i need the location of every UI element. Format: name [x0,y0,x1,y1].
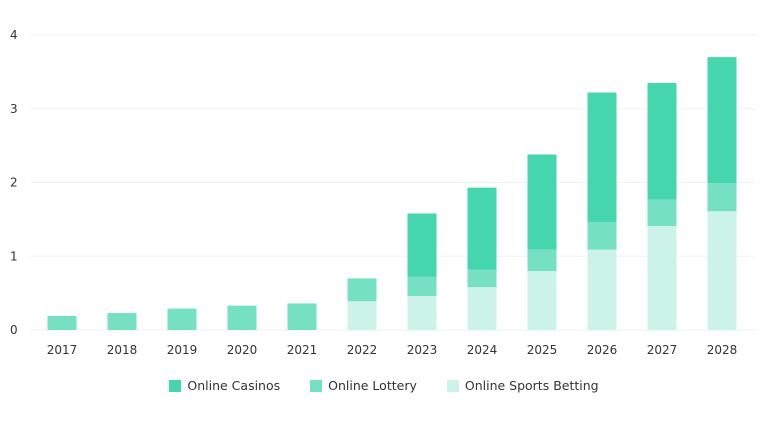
x-tick-label: 2024 [467,343,498,357]
bar-online-lottery-2022 [347,278,377,302]
bar-online-casinos-2024 [467,187,497,270]
bar-online-sports-betting-2028 [707,211,737,330]
bar-online-lottery-2021 [287,303,317,330]
bar-online-lottery-2020 [227,305,257,330]
bar-online-lottery-2017 [47,315,77,330]
bar-online-lottery-2027 [647,199,677,227]
bar-online-lottery-2028 [707,183,737,212]
bar-online-sports-betting-2024 [467,287,497,330]
x-tick-label: 2021 [287,343,318,357]
bar-online-lottery-2018 [107,313,137,330]
bar-online-sports-betting-2026 [587,249,617,330]
bar-online-lottery-2019 [167,308,197,330]
x-tick-label: 2028 [707,343,738,357]
x-tick-label: 2017 [47,343,78,357]
x-tick-label: 2025 [527,343,558,357]
legend-item[interactable]: Online Sports Betting [446,378,599,393]
bar-online-lottery-2026 [587,222,617,250]
chart-legend: Online Casinos Online Lottery Online Sport… [0,378,768,393]
legend-swatch [446,379,459,392]
bar-online-lottery-2024 [467,269,497,288]
legend-label: Online Sports Betting [464,378,599,393]
bar-online-casinos-2026 [587,92,617,223]
bar-online-casinos-2027 [647,82,677,200]
x-tick-label: 2023 [407,343,438,357]
bar-online-casinos-2023 [407,213,437,277]
y-tick-label: 0 [10,323,18,337]
bar-online-casinos-2025 [527,154,557,250]
legend-label: Online Casinos [187,378,281,393]
legend-swatch [169,379,182,392]
bar-online-sports-betting-2027 [647,226,677,330]
bar-online-sports-betting-2025 [527,271,557,330]
y-tick-label: 4 [10,28,18,42]
bar-online-lottery-2023 [407,276,437,297]
bar-online-sports-betting-2023 [407,296,437,330]
legend-item[interactable]: Online Lottery [310,378,417,393]
bar-online-casinos-2028 [707,57,737,184]
stacked-bar-chart: 0 1 2 3 4 2017 2018 2019 2020 2021 2022 2023 2024 202… [10,28,755,357]
bar-online-lottery-2025 [527,249,557,271]
y-tick-label: 3 [10,102,18,116]
y-tick-label: 2 [10,176,18,190]
x-tick-label: 2019 [167,343,198,357]
bar-online-sports-betting-2022 [347,301,377,330]
x-tick-label: 2020 [227,343,258,357]
legend-swatch [310,379,323,392]
y-tick-label: 1 [10,249,18,263]
x-tick-label: 2027 [647,343,678,357]
x-tick-label: 2018 [107,343,138,357]
x-tick-label: 2022 [347,343,378,357]
legend-item[interactable]: Online Casinos [169,378,280,393]
legend-label: Online Lottery [328,378,417,393]
x-tick-label: 2026 [587,343,618,357]
